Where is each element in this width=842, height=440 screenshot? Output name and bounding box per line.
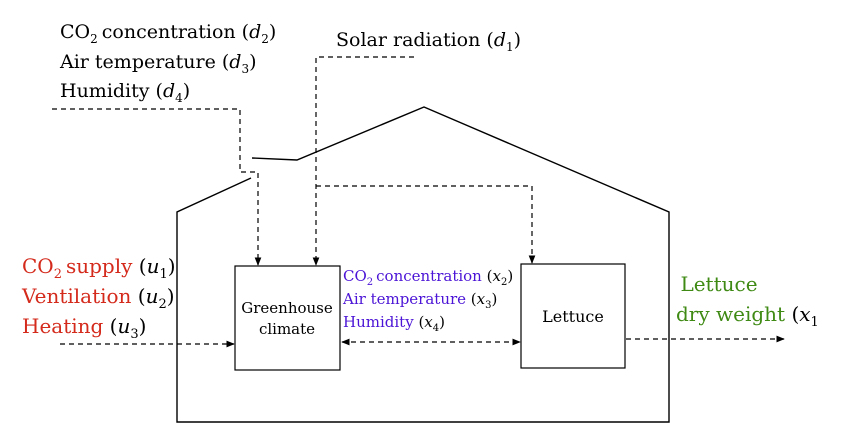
label-d1: Solar radiation (d1): [336, 29, 521, 54]
label-u3: Heating (u3): [22, 314, 146, 342]
arrow-d2-d4-to-climate: [52, 108, 262, 266]
output-label-line1: Lettuce: [680, 272, 757, 296]
climate-label-line1: Greenhouse: [241, 299, 333, 317]
climate-label-line2: climate: [259, 320, 315, 338]
label-d4: Humidity (d4): [60, 80, 190, 105]
arrow-d1-to-lettuce: [316, 185, 536, 264]
label-x4: Humidity (x4): [343, 313, 445, 334]
label-u2: Ventilation (u2): [21, 284, 175, 312]
output-label-line2: dry weight (x1: [676, 302, 819, 330]
label-u1: CO2 supply (u1): [22, 254, 176, 282]
lettuce-block: [520, 263, 626, 369]
greenhouse-outline: [176, 106, 670, 423]
label-x3: Air temperature (x3): [342, 290, 497, 311]
label-x2: CO2 concentration (x2): [343, 267, 513, 288]
greenhouse-climate-block: [234, 265, 341, 371]
arrow-d1-to-climate: [312, 56, 414, 266]
label-d3: Air temperature (d3): [59, 51, 257, 76]
label-d2: CO2 concentration (d2): [60, 21, 276, 46]
lettuce-label: Lettuce: [542, 307, 604, 326]
